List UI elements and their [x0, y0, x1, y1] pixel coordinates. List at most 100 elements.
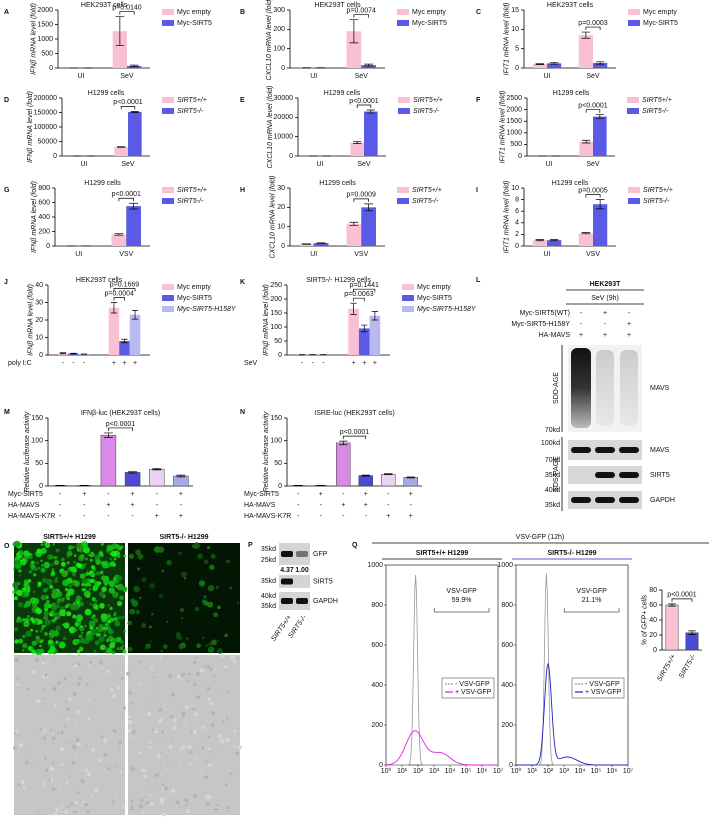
y-tick-label: 20000 [274, 114, 294, 121]
cell [50, 563, 54, 567]
x-tick-label: SeV [586, 73, 600, 80]
texture [201, 746, 205, 750]
cell [59, 609, 66, 617]
quantification: 4.37 [280, 567, 294, 574]
y-tick-label: 1500 [37, 21, 53, 28]
band-label: GFP [313, 551, 328, 558]
cell [34, 567, 38, 571]
cell [56, 604, 61, 609]
panel-letter: F [476, 97, 481, 104]
cell [106, 544, 113, 552]
y-tick-label: 0 [278, 483, 282, 490]
error-bar [688, 630, 696, 635]
cell [85, 634, 91, 640]
texture [195, 671, 200, 676]
texture [152, 676, 155, 679]
p-value: p=0.0005 [578, 187, 607, 194]
row-sign: + [106, 502, 110, 509]
cell [73, 561, 76, 564]
cell [89, 625, 94, 630]
y-tick-label: 0 [653, 647, 657, 654]
x-tick-label: UI [544, 73, 551, 80]
cell [31, 640, 37, 646]
legend-swatch [628, 198, 640, 204]
texture [101, 743, 104, 745]
blot-image [279, 575, 310, 588]
cell [115, 544, 120, 549]
y-tick-label: 20 [35, 317, 43, 324]
texture [59, 747, 64, 752]
blot-treatment: SeV (9h) [591, 295, 619, 302]
texture [209, 702, 213, 706]
row-label: Myc-SIRT5 [8, 491, 43, 498]
texture [203, 665, 206, 667]
y-tick-label: 8 [515, 196, 519, 203]
cell [51, 588, 57, 594]
texture [162, 787, 165, 790]
texture [80, 779, 85, 784]
texture [213, 675, 216, 678]
cell [65, 604, 69, 609]
blot-smear [620, 350, 638, 426]
texture [208, 747, 212, 751]
texture [128, 690, 132, 695]
band-label: GAPDH [313, 598, 338, 605]
cell [101, 586, 107, 593]
texture [44, 756, 47, 760]
cell [28, 645, 34, 652]
error-bar [595, 61, 605, 65]
cell [70, 566, 77, 573]
y-tick-label: 1000 [497, 562, 513, 569]
texture [59, 718, 61, 720]
cell [44, 619, 51, 626]
band-label: MAVS [650, 447, 670, 454]
plot-frame [385, 564, 499, 766]
texture [151, 695, 154, 698]
y-tick-label: 40 [35, 282, 43, 289]
treatment-sign: + [133, 360, 137, 367]
texture [36, 699, 40, 703]
panel-letter: E [240, 97, 245, 104]
legend-label: Myc empty [417, 284, 451, 291]
legend-swatch [402, 295, 414, 301]
cell [35, 561, 39, 565]
texture [229, 772, 233, 776]
x-tick-label: SIRT5+/+ [656, 653, 677, 682]
x-tick-label: 10² [543, 768, 554, 775]
gate [563, 608, 620, 613]
texture [60, 811, 62, 813]
y-tick-label: 150000 [34, 109, 57, 116]
marker-label: 35kd [545, 502, 560, 509]
texture [127, 714, 132, 719]
y-tick-label: 250 [270, 282, 282, 289]
panel-letter: L [476, 277, 481, 284]
cell [24, 591, 30, 596]
texture [83, 802, 89, 807]
texture [55, 808, 59, 812]
texture [87, 717, 91, 721]
texture [159, 657, 163, 660]
blot-band [619, 497, 639, 503]
legend-swatch [628, 20, 640, 26]
texture [41, 661, 45, 665]
error-bar [364, 63, 374, 67]
row-sign: + [155, 513, 159, 520]
y-tick-label: 100000 [34, 124, 57, 131]
treatment-sign: + [112, 360, 116, 367]
row-label: HA-MAVS-K7R [244, 513, 291, 520]
blot-image [279, 592, 310, 610]
error-bar [129, 64, 139, 68]
texture [88, 699, 91, 702]
texture [179, 724, 181, 727]
cell [55, 625, 62, 632]
texture [75, 738, 80, 743]
texture [120, 750, 123, 754]
blot-smear [596, 350, 614, 426]
x-tick-label: 10⁴ [575, 768, 586, 775]
error-bar [59, 352, 67, 355]
bar [346, 223, 362, 246]
texture [160, 797, 165, 802]
y-tick-label: 0 [515, 243, 519, 250]
x-tick-label: VSV [354, 251, 368, 258]
texture [49, 728, 52, 732]
